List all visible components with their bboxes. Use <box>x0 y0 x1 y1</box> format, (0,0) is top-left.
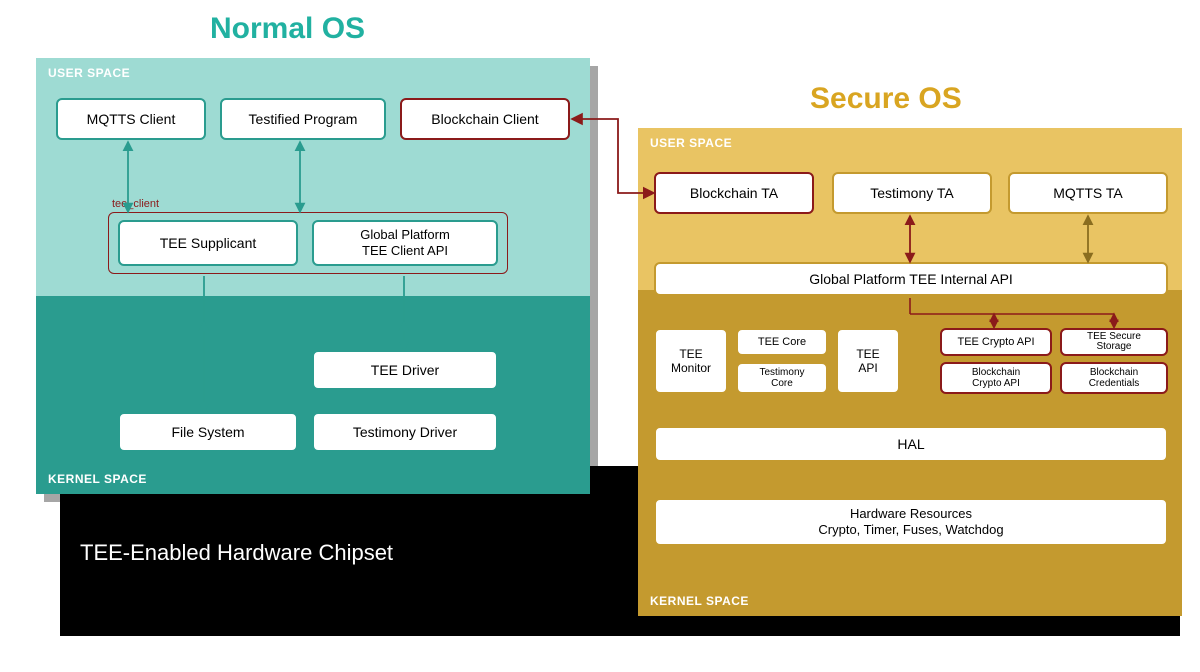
box-testimony-driver: Testimony Driver <box>312 412 498 452</box>
box-label: Testimony TA <box>870 185 954 201</box>
box-label: TEE Crypto API <box>957 336 1034 348</box>
box-blockchain-crypto-api: Blockchain Crypto API <box>940 362 1052 394</box>
box-tee-monitor: TEE Monitor <box>654 328 728 394</box>
box-label: MQTTS Client <box>87 111 176 127</box>
box-gp-client-api: Global Platform TEE Client API <box>312 220 498 266</box>
box-tee-secure-storage: TEE Secure Storage <box>1060 328 1168 356</box>
box-blockchain-ta: Blockchain TA <box>654 172 814 214</box>
box-tee-supplicant: TEE Supplicant <box>118 220 298 266</box>
box-label: TEE Monitor <box>671 347 711 376</box>
box-label: Global Platform TEE Internal API <box>809 271 1013 287</box>
box-label: Blockchain Crypto API <box>972 367 1020 389</box>
box-label: Testified Program <box>249 111 358 127</box>
box-label: TEE API <box>856 347 879 376</box>
box-label: Blockchain TA <box>690 185 778 201</box>
box-testimony-ta: Testimony TA <box>832 172 992 214</box>
title-secure-os: Secure OS <box>810 82 962 116</box>
box-gp-internal-api: Global Platform TEE Internal API <box>654 262 1168 296</box>
box-tee-core: TEE Core <box>736 328 828 356</box>
secure-kernel-label: KERNEL SPACE <box>650 594 749 608</box>
box-hw-resources: Hardware Resources Crypto, Timer, Fuses,… <box>654 498 1168 546</box>
box-label: Global Platform TEE Client API <box>360 227 450 258</box>
box-label: TEE Driver <box>371 362 439 378</box>
box-testified-program: Testified Program <box>220 98 386 140</box>
box-label: Blockchain Client <box>431 111 538 127</box>
box-file-system: File System <box>118 412 298 452</box>
box-label: HAL <box>897 436 924 452</box>
normal-kernel-label: KERNEL SPACE <box>48 472 147 486</box>
box-mqtts-client: MQTTS Client <box>56 98 206 140</box>
box-label: TEE Supplicant <box>160 235 257 251</box>
box-label: TEE Core <box>758 336 806 348</box>
box-blockchain-client: Blockchain Client <box>400 98 570 140</box>
box-label: File System <box>171 424 244 440</box>
box-tee-crypto-api: TEE Crypto API <box>940 328 1052 356</box>
tee-client-label: tee_client <box>112 198 159 210</box>
box-testimony-core: Testimony Core <box>736 362 828 394</box>
normal-kernel-bg <box>36 296 590 494</box>
box-label: Hardware Resources Crypto, Timer, Fuses,… <box>818 506 1003 539</box>
box-blockchain-credentials: Blockchain Credentials <box>1060 362 1168 394</box>
normal-user-label: USER SPACE <box>48 66 130 80</box>
title-normal-os: Normal OS <box>210 12 365 46</box>
box-label: Testimony Core <box>759 367 804 389</box>
box-mqtts-ta: MQTTS TA <box>1008 172 1168 214</box>
box-label: Testimony Driver <box>353 424 457 440</box>
hw-chipset-label: TEE-Enabled Hardware Chipset <box>80 540 393 566</box>
box-label: Blockchain Credentials <box>1089 367 1140 389</box>
box-tee-driver: TEE Driver <box>312 350 498 390</box>
box-tee-api: TEE API <box>836 328 900 394</box>
box-label: MQTTS TA <box>1053 185 1122 201</box>
box-hal: HAL <box>654 426 1168 462</box>
box-label: TEE Secure Storage <box>1087 332 1141 353</box>
secure-user-label: USER SPACE <box>650 136 732 150</box>
